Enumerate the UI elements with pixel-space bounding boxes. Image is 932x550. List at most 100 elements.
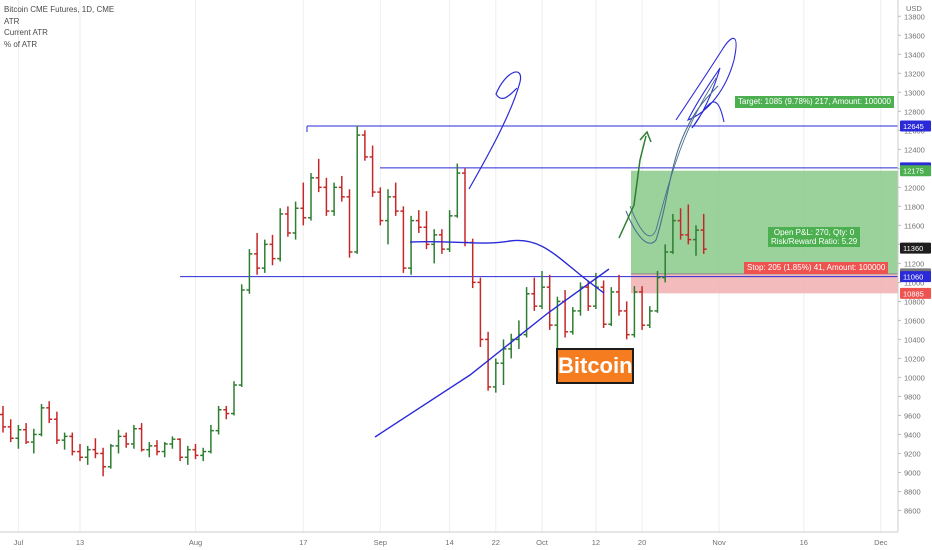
ohlc-bar [377,187,384,226]
ohlc-bar [7,419,14,443]
ohlc-bar [207,424,214,454]
ohlc-bar [408,215,415,275]
ohlc-bar [107,443,114,469]
ohlc-bars [0,125,707,477]
ohlc-bar [546,274,553,330]
projection-path-curve-2[interactable] [629,77,717,237]
ohlc-bar [161,442,168,458]
y-tick-label: 9200 [904,449,921,458]
ohlc-bar [15,424,22,449]
ohlc-bar [192,443,199,460]
legend-current-atr: Current ATR [4,28,48,37]
ohlc-bar [254,232,261,275]
ohlc-bar [662,244,669,283]
ohlc-bar [600,280,607,329]
ohlc-bar [462,168,468,247]
ohlc-bar [215,405,222,435]
ohlc-bar [392,182,399,216]
ohlc-bar [138,423,145,452]
y-tick-label: 10600 [904,316,925,325]
x-tick-label: Jul [14,538,24,547]
ohlc-bar [100,447,107,477]
scribble-projection-right[interactable] [675,37,737,129]
target-tag[interactable]: Target: 1085 (9.78%) 217, Amount: 100000 [735,96,894,108]
ohlc-bar [631,286,638,338]
svg-text:11060: 11060 [903,273,923,282]
svg-text:12645: 12645 [903,122,924,131]
x-tick-label: 16 [800,538,808,547]
x-tick-label: 22 [492,538,500,547]
y-tick-label: 13600 [904,31,925,40]
y-tick-label: 11600 [904,221,924,230]
price-label[interactable]: 12645 [900,120,931,132]
ohlc-bar [685,204,692,245]
green-arrow-head[interactable] [639,130,652,143]
stop-tag[interactable]: Stop: 205 (1.85%) 41, Amount: 100000 [744,262,889,274]
ohlc-bar [369,145,376,197]
ohlc-bar [669,213,676,254]
ohlc-bar [231,381,237,416]
price-label[interactable]: 11060 [900,271,931,283]
ohlc-bar [308,173,314,221]
ohlc-bar [608,287,615,327]
y-tick-label: 12800 [904,107,925,116]
ohlc-bar [639,286,646,330]
ohlc-bar [531,277,538,311]
stop-zone[interactable] [631,273,898,294]
ohlc-bar [184,445,191,465]
price-label[interactable]: 12175 [900,165,931,177]
ohlc-bar [454,163,461,218]
y-tick-label: 12400 [904,145,925,154]
ohlc-bar [500,339,507,386]
x-tick-label: Nov [712,538,726,547]
ohlc-bar [200,447,207,462]
triangle-upper-curve[interactable] [409,239,605,294]
y-tick-label: 11000 [904,278,924,287]
ohlc-bar [146,442,153,458]
y-tick-label: 13800 [904,12,925,21]
x-tick-label: Aug [189,538,202,547]
y-tick-label: 13000 [904,88,925,97]
ohlc-bar [331,182,338,216]
x-tick-label: 13 [76,538,84,547]
bitcoin-brand-label: Bitcoin [556,348,634,384]
x-tick-label: 12 [592,538,600,547]
hand-drawings[interactable] [374,37,737,438]
y-tick-label: 13400 [904,50,925,59]
ohlc-bar [508,333,515,359]
ohlc-bar [361,130,368,161]
ohlc-bar [431,229,438,264]
price-label[interactable]: 10885 [900,287,931,299]
y-tick-label: 12000 [904,183,925,192]
ohlc-bar [446,210,453,252]
x-tick-label: 17 [299,538,307,547]
x-tick-label: 14 [445,538,453,547]
ohlc-bar [277,208,284,262]
ohlc-bar [269,234,276,266]
y-tick-label: 9000 [904,468,921,477]
ohlc-bar [400,206,407,273]
legend-atr: ATR [4,16,20,26]
ohlc-bar [69,432,76,456]
legend-percent-atr: % of ATR [4,39,38,49]
ohlc-bar [123,432,130,448]
green-arrow-line[interactable] [618,135,647,239]
ohlc-bar [423,211,430,250]
price-label[interactable]: 11360 [900,242,931,254]
chart-legend: Bitcoin CME Futures, 1D, CME ATR Current… [4,4,114,50]
y-tick-label: 9600 [904,411,921,420]
y-tick-label: 11200 [904,259,924,268]
position-zones[interactable] [631,170,898,294]
triangle-lower-trendline[interactable] [374,268,610,438]
ohlc-bar [169,436,176,449]
open-pnl-tag[interactable]: Open P&L: 270, Qty: 0 Risk/Reward Ratio:… [768,227,861,247]
y-tick-label: 10800 [904,297,925,306]
ohlc-bar [385,189,391,245]
target-zone[interactable] [631,170,898,274]
ohlc-bar [30,428,37,454]
ohlc-bar [92,438,99,459]
svg-text:11360: 11360 [903,244,923,253]
ohlc-bar [693,225,699,256]
scribble-arrow-left[interactable] [468,71,522,190]
